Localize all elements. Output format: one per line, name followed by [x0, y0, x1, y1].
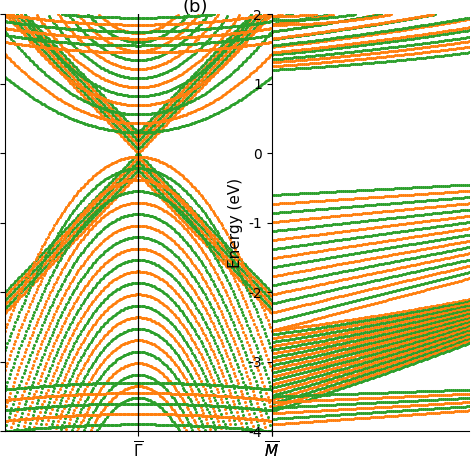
Y-axis label: Energy (eV): Energy (eV)	[228, 178, 243, 268]
Text: (b): (b)	[182, 0, 208, 16]
